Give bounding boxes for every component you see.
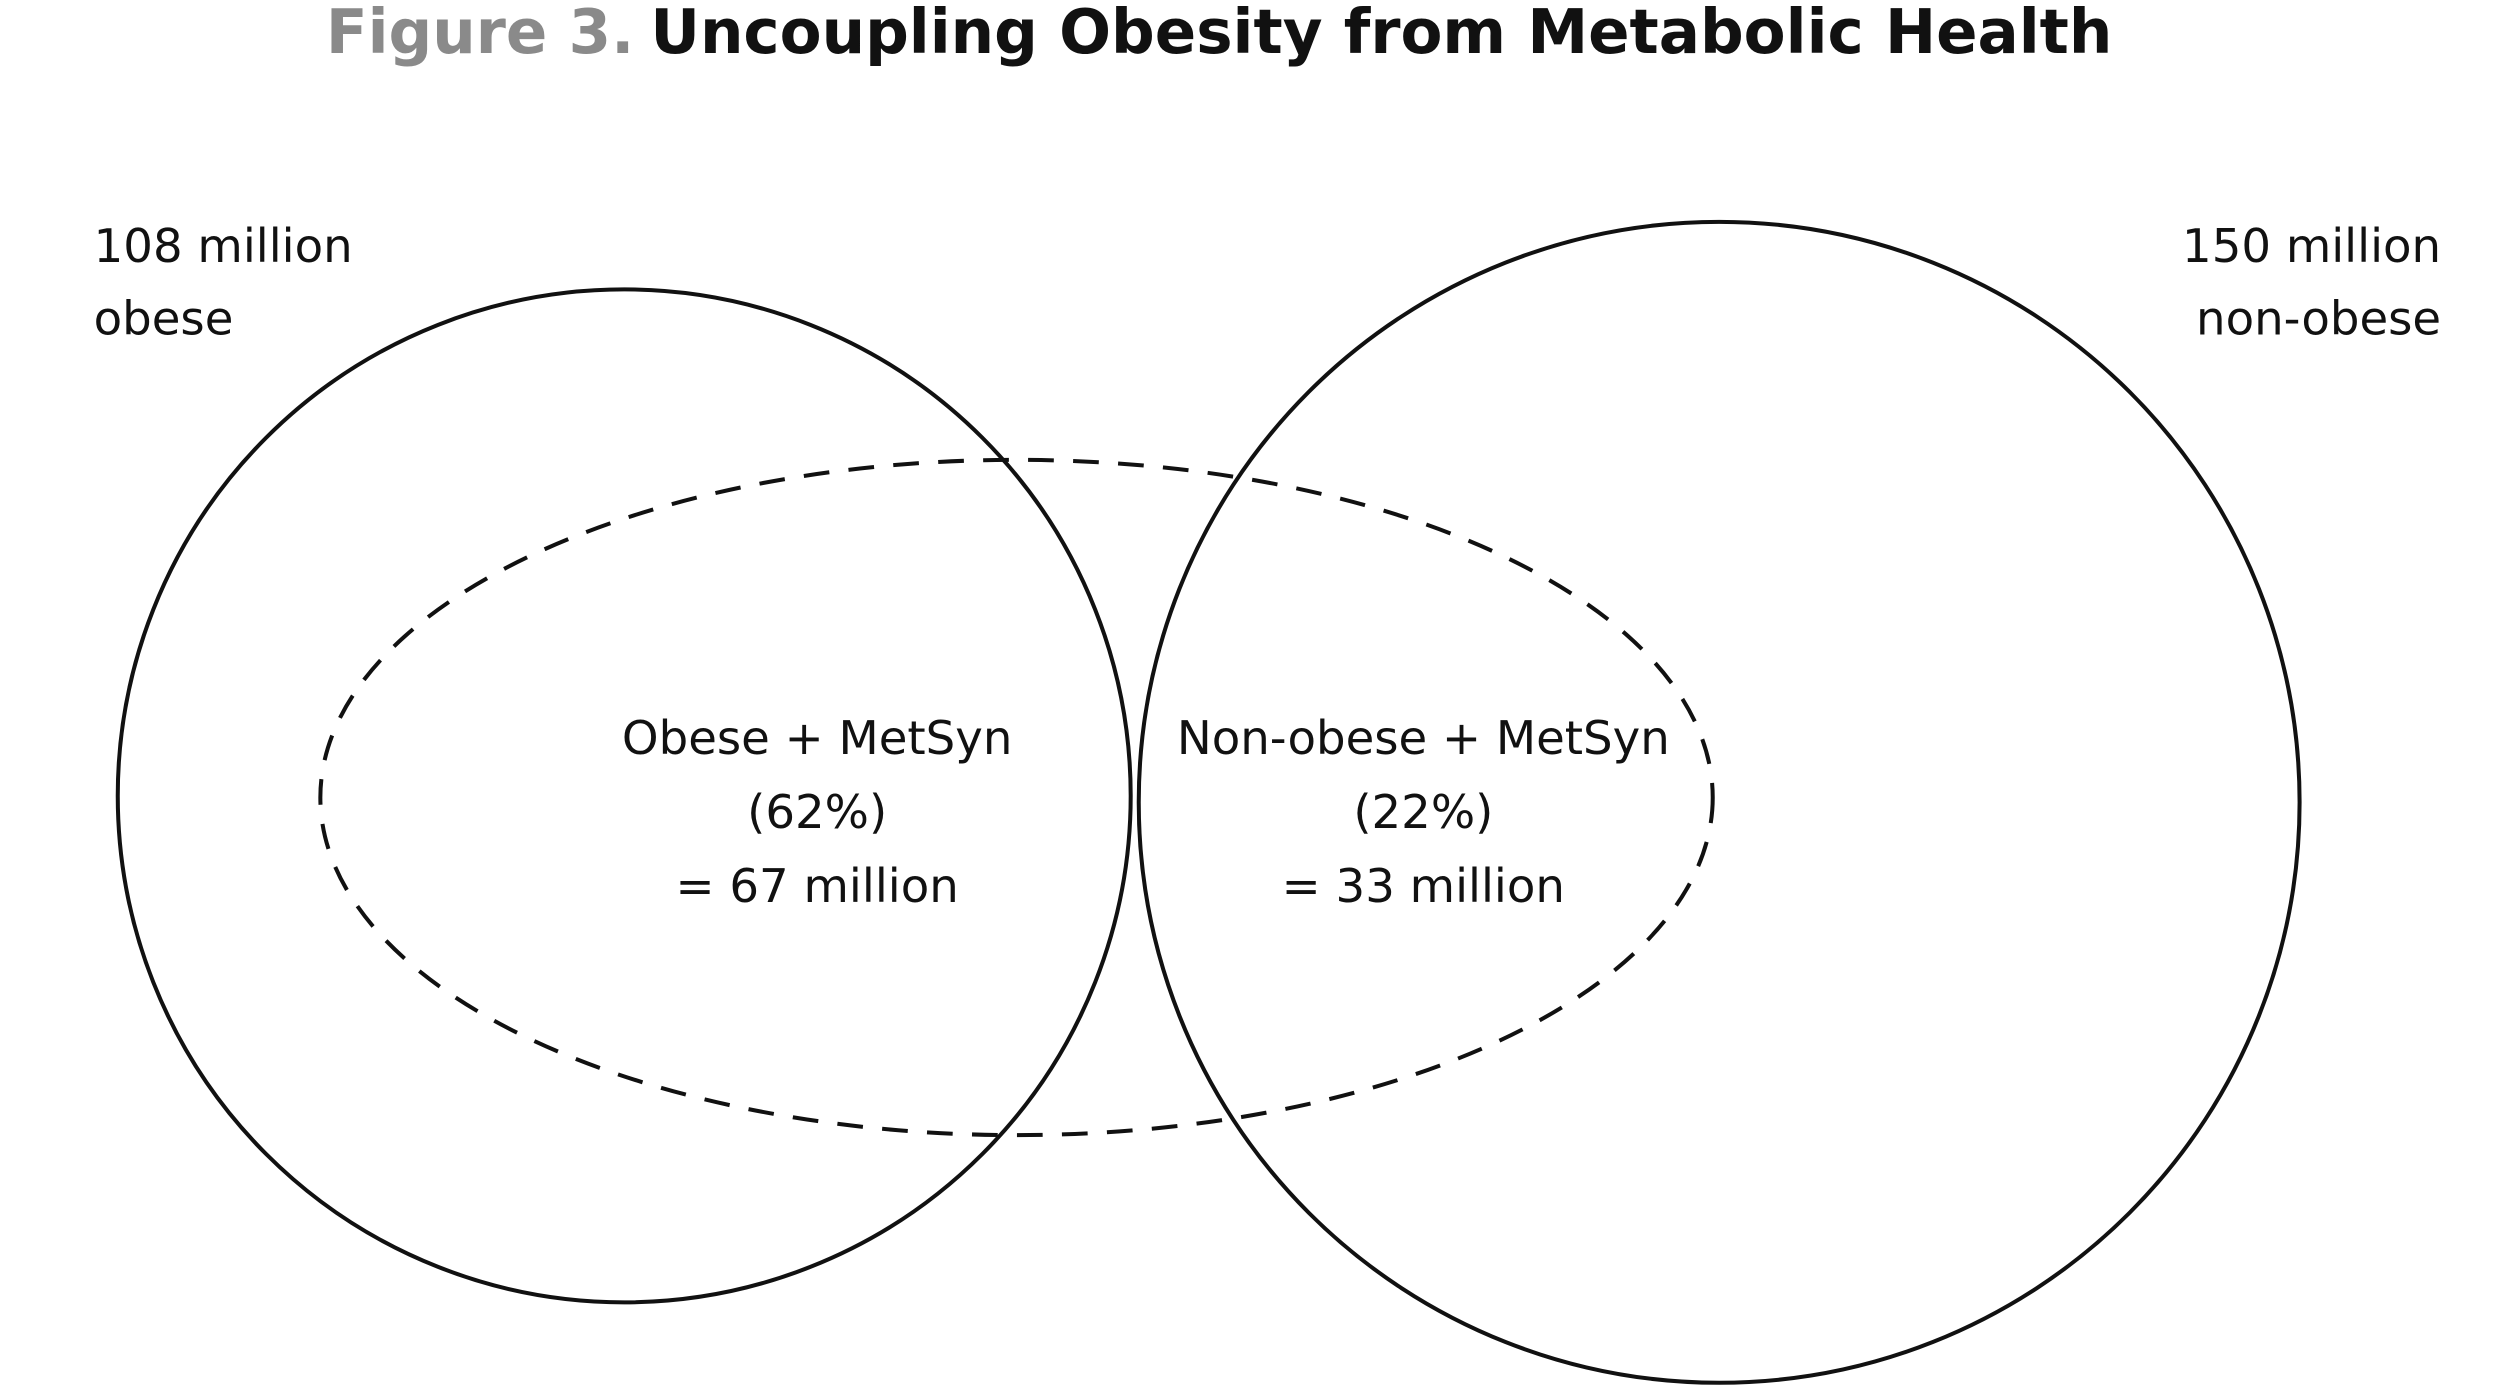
obese-metsyn-percent: (62%) [747, 785, 887, 839]
obese-circle [115, 287, 1133, 1305]
figure-title-text: Uncoupling Obesity from Metabolic Health [650, 0, 2112, 68]
nonobese-metsyn-label: Non-obese + MetSyn [1177, 711, 1670, 765]
obese-count-label: 108 million [94, 219, 353, 273]
nonobese-metsyn-percent: (22%) [1353, 785, 1493, 839]
obese-label: obese [94, 291, 234, 345]
figure-title: Figure 3. Uncoupling Obesity from Metabol… [326, 0, 2112, 68]
non-obese-label: non-obese [2196, 291, 2441, 345]
metsyn-ellipse [318, 457, 1715, 1138]
nonobese-metsyn-count: = 33 million [1282, 859, 1565, 913]
obese-metsyn-label: Obese + MetSyn [622, 711, 1012, 765]
figure-number: Figure 3. [326, 0, 634, 68]
obese-metsyn-count: = 67 million [676, 859, 959, 913]
non-obese-circle [1136, 219, 2302, 1385]
non-obese-count-label: 150 million [2182, 219, 2441, 273]
